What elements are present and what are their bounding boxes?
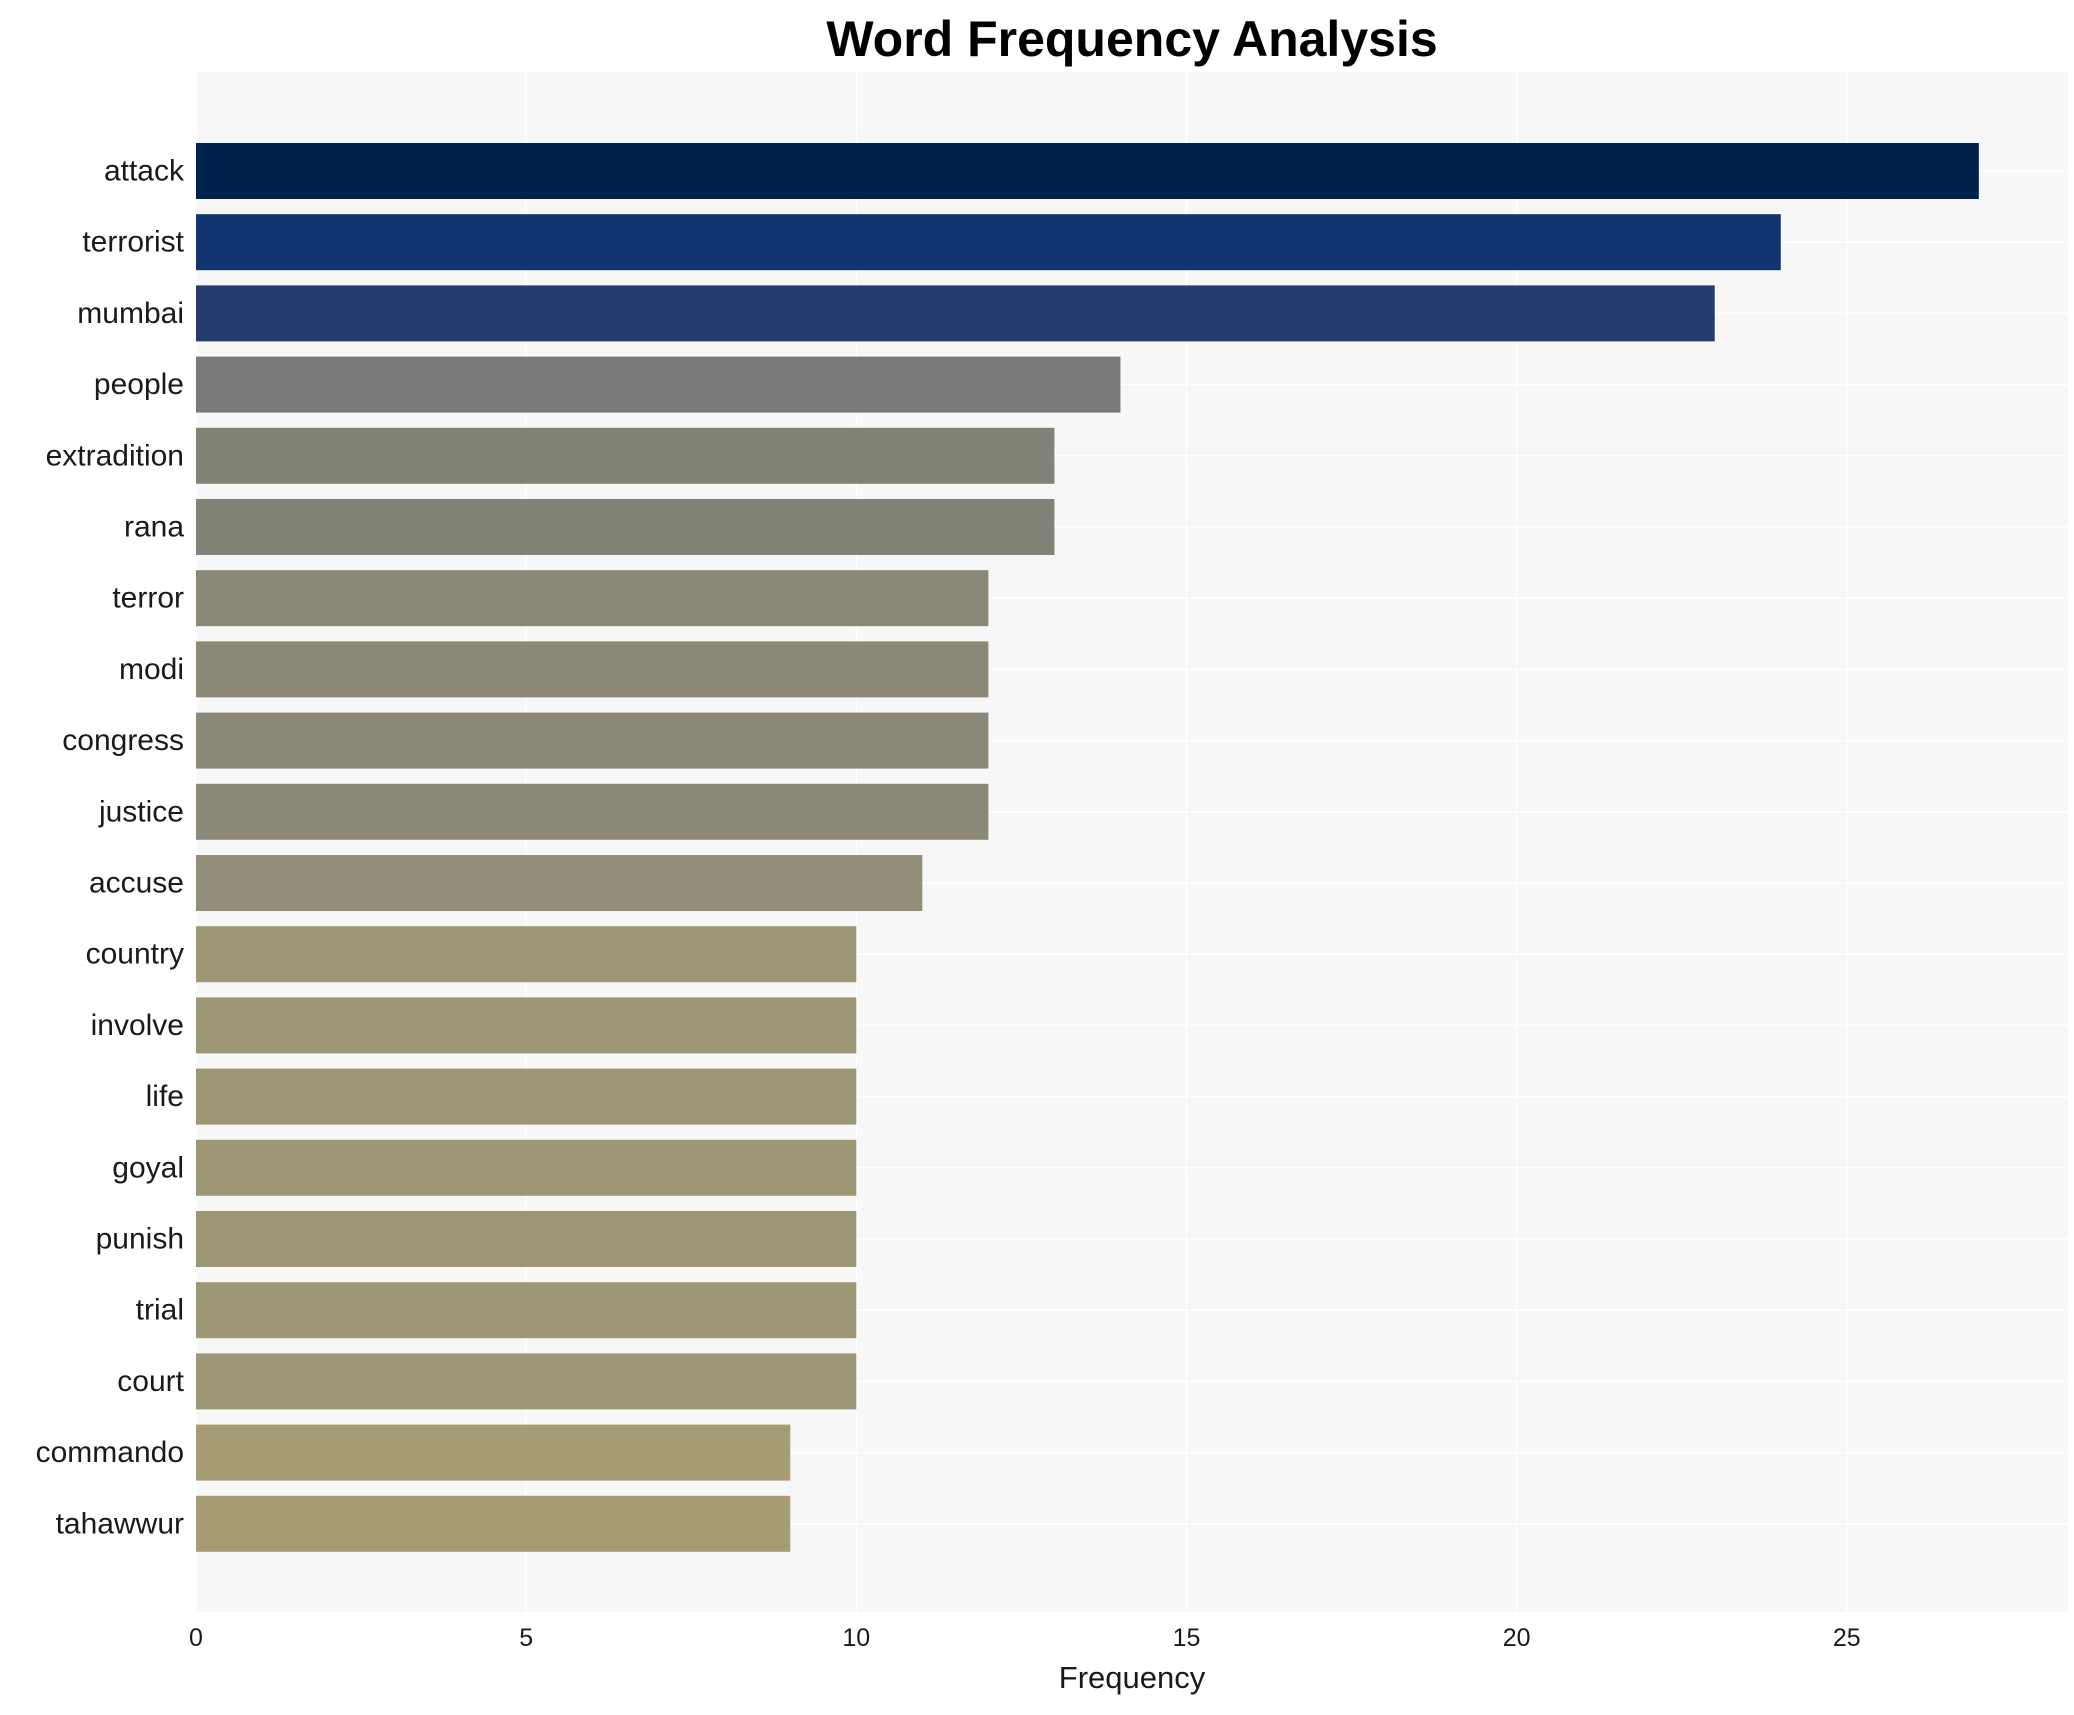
x-tick-label: 5 [519, 1624, 533, 1652]
category-label-attack: attack [104, 155, 185, 188]
bar-rana [196, 499, 1055, 555]
category-label-punish: punish [96, 1223, 184, 1256]
x-tick-labels: 0 5 10 15 20 25 [189, 1624, 1861, 1652]
category-label-terrorist: terrorist [82, 226, 184, 259]
x-tick-label: 15 [1173, 1624, 1201, 1652]
category-label-commando: commando [36, 1436, 184, 1469]
x-tick-label: 0 [189, 1624, 203, 1652]
category-label-people: people [94, 368, 184, 401]
x-axis-label: Frequency [1059, 1660, 1206, 1695]
category-label-country: country [86, 938, 184, 971]
category-labels: attack terrorist mumbai people extradition ra… [36, 155, 185, 1541]
bar-involve [196, 997, 857, 1054]
bar-terror [196, 570, 989, 627]
bar-commando [196, 1424, 791, 1481]
bar-modi [196, 641, 989, 698]
bar-extradition [196, 427, 1055, 484]
x-tick-label: 20 [1503, 1624, 1531, 1652]
bars [196, 143, 1979, 1552]
category-label-extradition: extradition [46, 439, 184, 472]
bar-country [196, 926, 857, 983]
bar-trial [196, 1282, 857, 1339]
bar-life [196, 1068, 857, 1125]
bar-mumbai [196, 285, 1715, 342]
category-label-court: court [117, 1365, 184, 1398]
bar-punish [196, 1211, 857, 1267]
bar-congress [196, 712, 989, 769]
category-label-terror: terror [112, 582, 184, 615]
x-tick-label: 10 [842, 1624, 870, 1652]
category-label-mumbai: mumbai [77, 297, 184, 330]
bar-people [196, 356, 1121, 413]
category-label-accuse: accuse [89, 867, 184, 900]
category-label-justice: justice [98, 795, 184, 828]
category-label-involve: involve [91, 1009, 184, 1042]
bar-tahawwur [196, 1495, 791, 1552]
category-label-trial: trial [136, 1294, 184, 1327]
category-label-congress: congress [62, 724, 184, 757]
bar-attack [196, 143, 1979, 199]
bar-goyal [196, 1139, 857, 1196]
category-label-goyal: goyal [112, 1151, 184, 1184]
category-label-tahawwur: tahawwur [56, 1507, 184, 1540]
bar-terrorist [196, 214, 1781, 271]
bar-court [196, 1353, 857, 1410]
bar-justice [196, 783, 989, 840]
category-label-modi: modi [119, 653, 184, 686]
category-label-life: life [146, 1080, 184, 1113]
category-label-rana: rana [124, 511, 184, 544]
bar-accuse [196, 855, 923, 911]
x-tick-label: 25 [1833, 1624, 1861, 1652]
chart-title: Word Frequency Analysis [826, 11, 1437, 67]
